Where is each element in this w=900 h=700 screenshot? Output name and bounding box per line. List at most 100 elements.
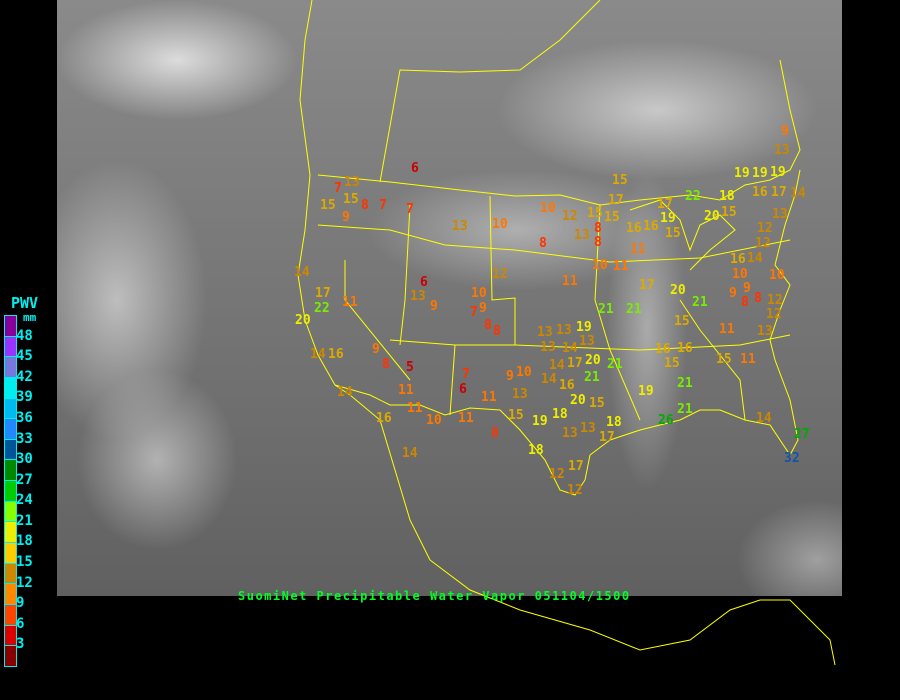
station-pwv-value: 11 (613, 258, 629, 274)
station-pwv-value: 21 (598, 301, 614, 317)
legend-tick-label: 12 (16, 574, 33, 591)
station-pwv-value: 13 (512, 386, 528, 402)
station-pwv-value: 21 (626, 301, 642, 317)
colorbar-cell (5, 481, 16, 502)
station-pwv-value: 20 (570, 392, 586, 408)
station-pwv-value: 15 (664, 355, 680, 371)
us-west-coast (297, 0, 431, 561)
station-pwv-value: 12 (567, 482, 583, 498)
station-pwv-value: 15 (587, 205, 603, 221)
colorbar-cell (5, 316, 16, 337)
station-pwv-value: 10 (769, 267, 785, 283)
colorbar-cell (5, 336, 16, 358)
station-pwv-value: 10 (516, 364, 532, 380)
station-pwv-value: 14 (541, 371, 557, 387)
station-pwv-value: 11 (398, 382, 414, 398)
station-pwv-value: 19 (660, 210, 676, 226)
station-pwv-value: 13 (540, 339, 556, 355)
colorbar-cell (5, 522, 16, 544)
legend-tick-label: 6 (16, 615, 25, 632)
station-pwv-value: 11 (458, 410, 474, 426)
station-pwv-value: 11 (740, 351, 756, 367)
colorbar-cell (5, 563, 16, 585)
station-pwv-value: 18 (719, 188, 735, 204)
station-pwv-value: 12 (492, 266, 508, 282)
station-pwv-value: 15 (343, 191, 359, 207)
station-pwv-value: 11 (719, 321, 735, 337)
station-pwv-value: 15 (721, 204, 737, 220)
station-pwv-value: 14 (562, 340, 578, 356)
colorbar-cell (5, 646, 16, 666)
great-lakes (629, 199, 736, 271)
station-pwv-value: 10 (592, 257, 608, 273)
colorbar-cell (5, 357, 16, 378)
station-pwv-value: 13 (556, 322, 572, 338)
station-pwv-value: 14 (402, 445, 418, 461)
station-pwv-value: 10 (732, 266, 748, 282)
station-pwv-value: 19 (734, 165, 750, 181)
state-lines-west (317, 224, 791, 263)
station-pwv-value: 27 (794, 426, 810, 442)
state-lines-nevada (344, 260, 411, 381)
station-pwv-value: 8 (594, 220, 602, 236)
station-pwv-value: 19 (638, 383, 654, 399)
state-lines-plains (489, 195, 516, 345)
station-pwv-value: 16 (559, 377, 575, 393)
station-pwv-value: 9 (479, 300, 487, 316)
station-pwv-value: 17 (568, 458, 584, 474)
east-coast (769, 169, 801, 401)
station-pwv-value: 8 (484, 317, 492, 333)
station-pwv-value: 8 (539, 235, 547, 251)
legend-tick-label: 45 (16, 348, 33, 365)
state-lines-east (679, 299, 746, 421)
station-pwv-value: 10 (471, 285, 487, 301)
legend-tick-label: 27 (16, 471, 33, 488)
station-pwv-value: 12 (755, 235, 771, 251)
station-pwv-value: 7 (462, 366, 470, 382)
station-pwv-value: 9 (430, 298, 438, 314)
station-pwv-value: 8 (361, 197, 369, 213)
station-pwv-value: 5 (406, 359, 414, 375)
mexico-outline (429, 559, 836, 666)
station-pwv-value: 11 (342, 294, 358, 310)
legend-tick-label: 42 (16, 368, 33, 385)
station-pwv-value: 16 (328, 346, 344, 362)
station-pwv-value: 13 (772, 206, 788, 222)
station-pwv-value: 8 (594, 234, 602, 250)
station-pwv-value: 14 (310, 346, 326, 362)
state-lines-south (449, 344, 456, 416)
us-mexico-border (334, 384, 586, 496)
colorbar-cell (5, 604, 16, 626)
station-pwv-value: 8 (754, 290, 762, 306)
station-pwv-value: 8 (741, 294, 749, 310)
station-pwv-value: 15 (508, 407, 524, 423)
station-pwv-value: 13 (580, 420, 596, 436)
colorbar-cell (5, 377, 16, 399)
station-pwv-value: 11 (481, 389, 497, 405)
station-pwv-value: 7 (379, 197, 387, 213)
legend-tick-label: 48 (16, 327, 33, 344)
station-pwv-value: 10 (540, 200, 556, 216)
station-pwv-value: 20 (585, 352, 601, 368)
station-pwv-value: 18 (528, 442, 544, 458)
station-pwv-value: 10 (492, 216, 508, 232)
station-pwv-value: 12 (766, 306, 782, 322)
station-pwv-value: 19 (576, 319, 592, 335)
station-pwv-value: 16 (752, 184, 768, 200)
station-pwv-value: 8 (493, 323, 501, 339)
station-pwv-value: 15 (320, 197, 336, 213)
colorbar-cell (5, 439, 16, 461)
station-pwv-value: 9 (743, 280, 751, 296)
station-pwv-value: 14 (294, 264, 310, 280)
station-pwv-value: 21 (692, 294, 708, 310)
legend-unit: mm (23, 311, 37, 324)
colorbar-cell (5, 625, 16, 647)
legend-tick-label: 3 (16, 636, 25, 653)
station-pwv-value: 16 (677, 340, 693, 356)
station-pwv-value: 21 (584, 369, 600, 385)
station-pwv-value: 6 (459, 381, 467, 397)
station-pwv-value: 16 (626, 220, 642, 236)
station-pwv-value: 11 (407, 400, 423, 416)
